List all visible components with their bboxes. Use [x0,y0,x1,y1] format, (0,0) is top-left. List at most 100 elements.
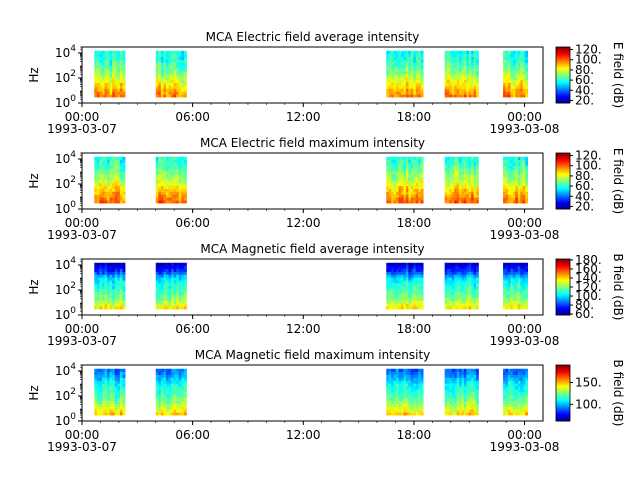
spectrogram-cell [158,79,162,83]
spectrogram-cell [466,300,470,304]
spectrogram-cell [173,85,177,89]
spectrogram-cell [117,262,121,267]
spectrogram-cell [471,188,475,192]
spectrogram-cell [393,68,397,72]
spectrogram-cell [473,79,477,83]
spectrogram-cell [398,389,402,393]
spectrogram-cell [155,389,159,393]
spectrogram-cell [408,82,412,86]
spectrogram-cell [398,274,402,278]
spectrogram-cell [505,403,509,407]
spectrogram-cell [398,159,402,163]
spectrogram-cell [410,268,414,272]
spectrogram-cell [155,50,159,55]
spectrogram-cell [109,168,113,172]
spectrogram-cell [160,368,164,373]
spectrogram-cell [160,194,164,198]
spectrogram-cell [420,50,424,55]
spectrogram-cell [163,79,167,83]
colorbar-segment [556,419,570,421]
spectrogram-cell [160,391,164,396]
spectrogram-cell [408,380,412,384]
spectrogram-cell [405,285,409,290]
spectrogram-cell [401,182,404,187]
spectrogram-cell [415,188,419,192]
spectrogram-cell [398,271,402,275]
spectrogram-cell [461,291,465,295]
spectrogram-cell [160,168,164,172]
spectrogram-cell [520,271,524,275]
spectrogram-cell [473,303,477,307]
spectrogram-cell [415,389,419,393]
spectrogram-cell [107,277,111,281]
spectrogram-cell [166,265,169,269]
spectrogram-cell [466,409,470,413]
spectrogram-cell [155,412,159,416]
spectrogram-cell [393,386,397,390]
spectrogram-cell [517,179,521,184]
spectrogram-cell [171,79,175,83]
colorbar-segment [556,188,570,190]
spectrogram-cell [520,374,524,378]
spectrogram-cell [101,182,105,187]
spectrogram-cell [158,188,162,192]
spectrogram-cell [463,271,467,275]
spectrogram-cell [466,182,470,187]
spectrogram-cell [461,274,465,278]
spectrogram-cell [525,389,529,393]
spectrogram-cell [459,374,462,378]
spectrogram-cell [403,406,407,410]
spectrogram-cell [94,56,98,60]
spectrogram-cell [444,165,448,169]
spectrogram-cell [520,185,524,189]
spectrogram-cell [178,294,182,298]
spectrogram-cell [166,91,169,95]
spectrogram-cell [463,291,467,295]
spectrogram-cell [117,397,121,401]
spectrogram-cell [178,406,182,410]
spectrogram-cell [444,285,448,290]
spectrogram-cell [403,400,407,404]
spectrogram-cell [468,303,472,307]
spectrogram-cell [522,283,526,287]
spectrogram-cell [408,400,412,404]
spectrogram-cell [158,76,162,81]
spectrogram-cell [173,300,177,304]
spectrogram-cell [471,306,475,310]
spectrogram-cell [183,406,187,410]
spectrogram-cell [468,383,472,387]
spectrogram-cell [181,165,185,169]
spectrogram-cell [122,288,126,293]
spectrogram-cell [515,380,519,384]
spectrogram-cell [520,394,524,399]
spectrogram-cell [444,68,448,72]
spectrogram-cell [515,53,519,57]
axes-frame [81,46,544,104]
spectrogram-cell [454,182,458,187]
spectrogram-cell [173,88,177,92]
spectrogram-cell [420,171,424,175]
spectrogram-cell [405,294,409,298]
spectrogram-cell [117,56,121,60]
spectrogram-cell [522,306,526,310]
colorbar-segment [556,47,570,50]
spectrogram-cell [119,191,123,195]
spectrogram-cell [510,91,514,95]
spectrogram-cell [468,85,472,89]
spectrogram-cell [403,371,407,375]
spectrogram-cell [168,274,172,278]
spectrogram-cell [410,88,414,92]
spectrogram-cell [507,277,511,281]
spectrogram-cell [176,306,180,310]
spectrogram-cell [393,182,397,187]
spectrogram-cell [525,53,529,57]
spectrogram-cell [109,76,113,81]
spectrogram-cell [461,191,465,195]
spectrogram-cell [104,168,108,172]
spectrogram-cell [408,383,412,387]
spectrogram-cell [401,185,404,189]
spectrogram-cell [396,386,399,390]
spectrogram-cell [171,165,175,169]
spectrogram-cell [459,94,462,98]
spectrogram-cell [476,194,479,198]
